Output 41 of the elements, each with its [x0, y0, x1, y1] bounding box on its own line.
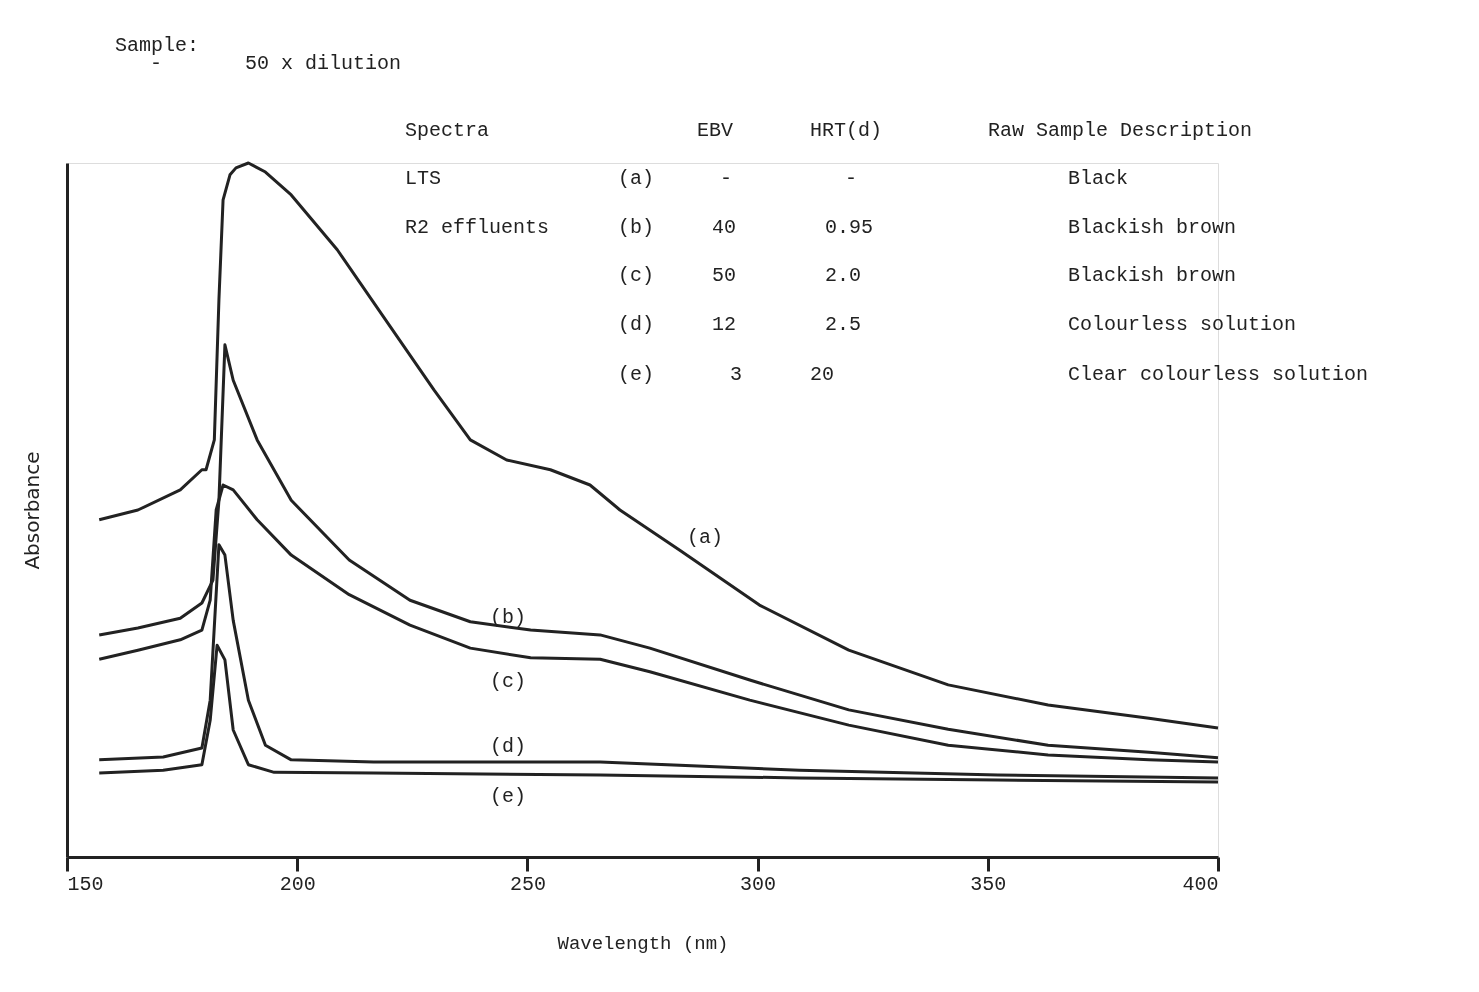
x-tick-label: 150 — [67, 872, 104, 896]
series-label: (d) — [489, 735, 527, 758]
annotation: 12 — [712, 313, 737, 336]
series-label: (a) — [686, 526, 724, 549]
annotation: Clear colourless solution — [1068, 363, 1369, 386]
annotation: Colourless solution — [1068, 313, 1297, 336]
text: 50 x dilution — [245, 52, 402, 75]
annotation: (a) — [618, 167, 655, 190]
annotation: 2.0 — [825, 264, 862, 287]
x-tick-label: 300 — [740, 872, 777, 896]
text: Raw Sample Description — [988, 119, 1253, 142]
annotation: 3 — [730, 363, 743, 386]
annotation: - — [720, 167, 733, 190]
text: EBV — [697, 119, 734, 142]
x-tick-label: 400 — [1182, 872, 1219, 896]
text: Sample: — [115, 34, 200, 57]
annotation: 0.95 — [825, 216, 874, 239]
annotation: (b) — [618, 216, 655, 239]
annotation: Blackish brown — [1068, 264, 1237, 287]
annotation: Blackish brown — [1068, 216, 1237, 239]
x-tick-label: 250 — [509, 872, 546, 896]
annotation: 50 — [712, 264, 737, 287]
annotation: (d) — [618, 313, 655, 336]
text: HRT(d) — [810, 119, 883, 142]
annotation: - — [845, 167, 858, 190]
text: Spectra — [405, 119, 490, 142]
x-tick-label: 200 — [279, 872, 316, 896]
y-axis-title: Absorbance — [19, 451, 44, 570]
annotation: 2.5 — [825, 313, 862, 336]
x-axis-title: Wavelength (nm) — [557, 932, 729, 955]
annotation: 40 — [712, 216, 737, 239]
series-label: (e) — [489, 785, 527, 808]
annotation: (c) — [618, 264, 655, 287]
annotation: Black — [1068, 167, 1129, 190]
series-label: (c) — [489, 670, 527, 693]
series-label: (b) — [489, 606, 527, 629]
annotation: (e) — [618, 363, 655, 386]
x-tick-label: 350 — [970, 872, 1007, 896]
annotation: LTS — [405, 167, 442, 190]
annotation: 20 — [810, 363, 835, 386]
annotation: R2 effluents — [405, 216, 550, 239]
